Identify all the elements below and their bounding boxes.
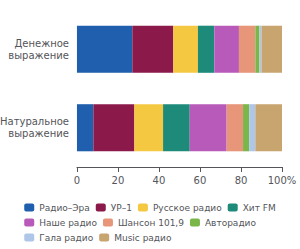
svg-text:Русское радио: Русское радио [153, 203, 222, 213]
svg-text:Авторадио: Авторадио [205, 218, 257, 228]
svg-text:Шансон 101,9: Шансон 101,9 [118, 218, 184, 228]
svg-text:60: 60 [194, 175, 207, 186]
svg-text:Радио–Эра: Радио–Эра [39, 203, 90, 213]
svg-text:20: 20 [112, 175, 125, 186]
svg-text:Наше радио: Наше радио [39, 218, 97, 228]
svg-text:Гала радио: Гала радио [39, 233, 93, 243]
svg-text:Хит FM: Хит FM [243, 203, 276, 213]
svg-text:100%: 100% [268, 175, 297, 186]
svg-text:УР–1: УР–1 [111, 203, 132, 213]
svg-text:80: 80 [235, 175, 248, 186]
svg-text:0: 0 [74, 175, 80, 186]
svg-text:40: 40 [153, 175, 166, 186]
svg-text:Music радио: Music радио [114, 233, 172, 243]
svg-text:выражение: выражение [8, 50, 69, 61]
svg-text:Денежное: Денежное [14, 38, 68, 49]
svg-text:выражение: выражение [8, 128, 69, 139]
svg-text:Натуральное: Натуральное [0, 116, 69, 127]
